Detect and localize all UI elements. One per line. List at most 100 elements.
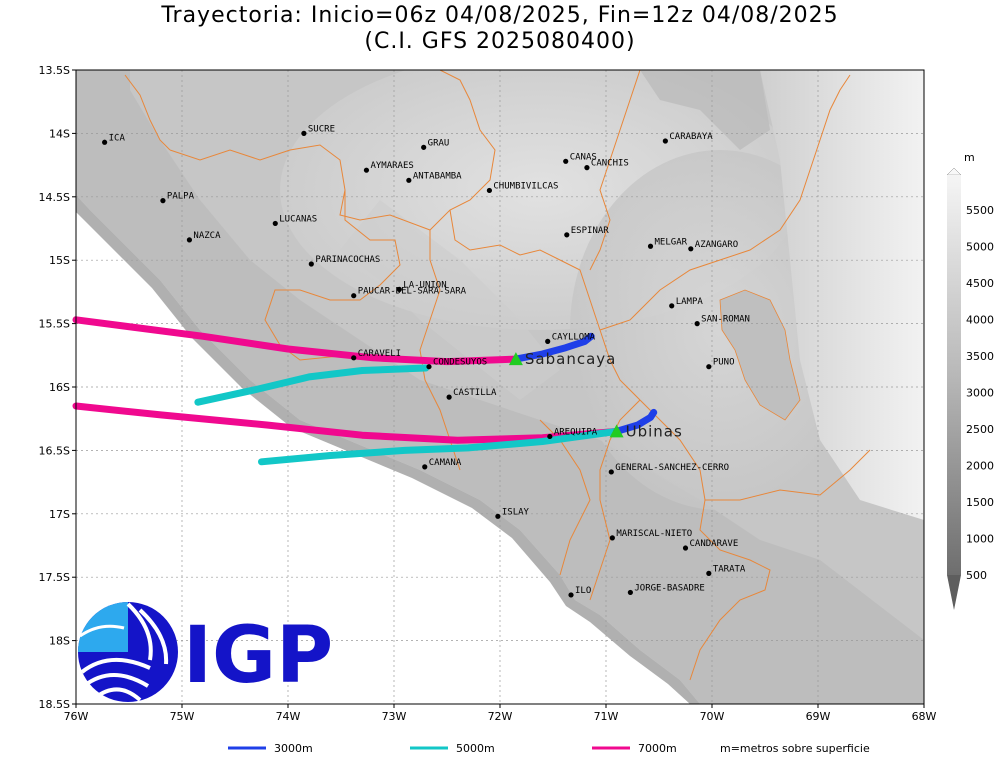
colorbar-label: 2000: [966, 460, 994, 473]
city-marker: [422, 464, 428, 470]
city-label: CAYLLOMA: [552, 332, 596, 342]
graticule: [76, 70, 924, 704]
colorbar-label: 2500: [966, 423, 994, 436]
y-tick-label: 18S: [49, 635, 70, 648]
legend-note: m=metros sobre superficie: [720, 742, 870, 755]
igp-logo: IGP: [78, 602, 333, 702]
igp-logo-text: IGP: [183, 611, 333, 701]
city-marker: [186, 237, 193, 243]
city-marker: [308, 261, 314, 267]
city-marker: [102, 139, 108, 145]
volcano-layer: Sabancaya Ubinas: [508, 350, 683, 440]
city-label: LA-UNION: [403, 280, 446, 290]
map-title-line2: (C.I. GFS 2025080400): [364, 29, 636, 54]
city-label: CAMANA: [429, 458, 462, 468]
trajectory-3000m-0: [512, 332, 595, 363]
x-tick-label: 73W: [382, 710, 407, 723]
y-tick-label: 14.5S: [39, 191, 70, 204]
volcano-marker-icon: [508, 352, 523, 366]
colorbar-label: 4500: [966, 277, 994, 290]
city-marker: [495, 513, 501, 519]
city-marker: [351, 293, 357, 299]
map-title-line1: Trayectoria: Inicio=06z 04/08/2025, Fin=…: [161, 3, 839, 28]
legend-label: 7000m: [638, 742, 677, 755]
colorbar-label: 3500: [966, 350, 994, 363]
city-label: ANTABAMBA: [413, 171, 462, 181]
city-label: AYMARAES: [370, 161, 413, 171]
y-tick-label: 18.5S: [39, 698, 70, 711]
y-tick-label: 16.5S: [39, 444, 70, 457]
city-label: ICA: [109, 133, 126, 143]
city-marker: [545, 338, 551, 344]
city-label: SUCRE: [308, 124, 335, 134]
legend: 3000m 5000m 7000m m=metros sobre superficie: [228, 742, 870, 755]
y-tick-label: 17S: [49, 508, 70, 521]
city-marker: [706, 364, 712, 370]
igp-globe-icon: [78, 602, 178, 702]
city-marker: [396, 286, 402, 292]
trajectory-5000m-1: [194, 364, 430, 406]
terrain-layer: [76, 70, 924, 704]
city-marker: [564, 232, 570, 238]
city-marker: [406, 177, 412, 183]
y-tick-label: 13.5S: [39, 64, 70, 77]
y-tick-label: 16S: [49, 381, 70, 394]
city-label: CANCHIS: [591, 159, 629, 169]
city-label: GRAU: [428, 138, 450, 148]
city-label: JORGE-BASADRE: [634, 583, 704, 593]
city-marker: [568, 592, 574, 598]
colorbar-unit: m: [964, 151, 975, 164]
city-marker: [426, 364, 432, 370]
x-tick-label: 71W: [594, 710, 619, 723]
city-marker: [563, 158, 569, 164]
city-label: PAUCAR-DEL-SARA-SARA: [358, 287, 467, 297]
x-tick-label: 68W: [912, 710, 937, 723]
city-label: PUNO: [713, 358, 735, 368]
admin-boundaries: [124, 70, 871, 681]
volcano-label: Ubinas: [626, 422, 683, 440]
x-axis-ticks: 76W 75W 74W 73W 72W 71W 70W 69W 68W: [64, 704, 937, 723]
colorbar-label: 3000: [966, 387, 994, 400]
city-label: NAZCA: [193, 231, 221, 241]
city-marker: [627, 589, 633, 596]
y-axis-ticks: 13.5S 14S 14.5S 15S 15.5S 16S 16.5S 17S 17.5S 18S…: [39, 64, 76, 711]
city-marker: [272, 220, 278, 227]
city-label: CARAVELI: [358, 349, 401, 359]
city-label: MELGAR: [655, 237, 688, 247]
city-label: MARISCAL-NIETO: [616, 529, 692, 539]
volcano-marker-icon: [609, 424, 624, 438]
city-label: GENERAL-SANCHEZ-CERRO: [615, 463, 729, 473]
x-tick-label: 74W: [276, 710, 301, 723]
city-marker: [682, 545, 689, 551]
city-label: CARABAYA: [669, 132, 713, 142]
city-label: TARATA: [713, 564, 746, 574]
city-label: CHUMBIVILCAS: [493, 181, 558, 191]
city-marker: [706, 570, 712, 576]
city-marker: [421, 144, 427, 150]
city-marker: [688, 246, 694, 252]
trajectory-layer: [72, 316, 658, 466]
city-label: SAN-ROMAN: [701, 315, 750, 325]
city-marker: [647, 243, 654, 249]
city-label: ESPINAR: [571, 226, 610, 236]
colorbar-label: 5500: [966, 204, 994, 217]
x-tick-label: 72W: [488, 710, 513, 723]
city-label: CANDARAVE: [690, 539, 739, 549]
city-label: PARINACOCHAS: [315, 255, 380, 265]
y-tick-label: 15.5S: [39, 318, 70, 331]
colorbar-ramp: [947, 175, 961, 575]
city-marker: [363, 167, 370, 173]
city-label: LUCANAS: [279, 214, 317, 224]
city-marker: [694, 321, 700, 327]
city-label: ILO: [575, 586, 591, 596]
x-tick-label: 76W: [64, 710, 89, 723]
volcano-label: Sabancaya: [525, 350, 616, 368]
trajectory-5000m-4: [258, 427, 621, 466]
city-label: ISLAY: [502, 507, 530, 517]
trajectory-7000m-2: [72, 316, 520, 366]
legend-label: 3000m: [274, 742, 313, 755]
city-label: PALPA: [167, 192, 195, 202]
trajectory-3000m-3: [613, 408, 658, 435]
